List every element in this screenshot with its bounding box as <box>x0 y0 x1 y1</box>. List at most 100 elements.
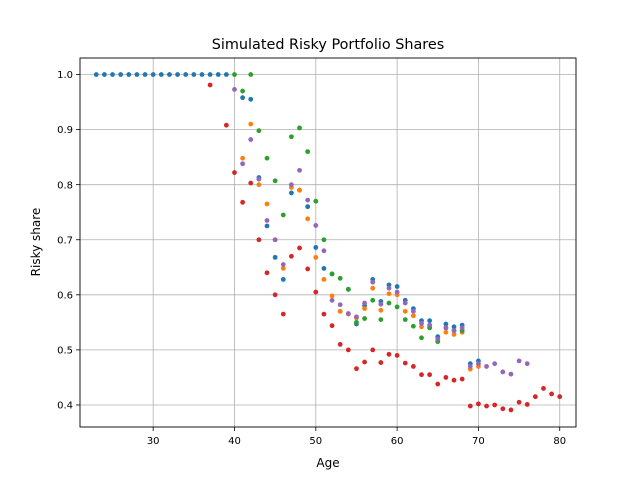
data-point-series-5 <box>280 262 286 267</box>
chart-title: Simulated Risky Portfolio Shares <box>212 37 445 53</box>
data-point-series-1 <box>134 72 140 77</box>
data-point-series-1 <box>240 95 246 101</box>
data-point-series-2 <box>402 308 408 314</box>
data-point-series-4 <box>256 237 262 243</box>
y-tick-label: 0.8 <box>57 180 73 191</box>
data-point-series-3 <box>402 317 408 323</box>
data-point-series-1 <box>101 72 107 77</box>
data-point-series-3 <box>362 316 367 321</box>
data-point-series-5 <box>394 289 400 295</box>
data-point-series-4 <box>232 170 237 175</box>
data-point-series-5 <box>451 328 457 334</box>
data-point-series-5 <box>484 364 489 369</box>
data-point-series-1 <box>280 277 286 282</box>
data-point-series-2 <box>240 155 246 161</box>
data-point-series-2 <box>329 293 335 299</box>
data-point-series-1 <box>386 282 392 288</box>
data-point-series-4 <box>484 403 489 409</box>
data-point-series-1 <box>150 72 156 77</box>
data-point-series-2 <box>443 329 449 335</box>
y-axis-label: Risky share <box>29 208 43 277</box>
data-point-series-3 <box>345 286 351 292</box>
data-point-series-5 <box>329 297 335 303</box>
data-point-series-4 <box>354 366 359 372</box>
data-point-series-4 <box>337 341 343 347</box>
data-point-series-4 <box>532 394 538 400</box>
data-point-series-3 <box>313 198 319 204</box>
y-tick-label: 0.7 <box>57 235 73 246</box>
data-point-series-3 <box>337 275 343 281</box>
data-point-series-5 <box>305 197 311 203</box>
data-point-series-2 <box>410 313 416 319</box>
data-point-series-1 <box>158 72 164 77</box>
data-point-series-2 <box>378 307 384 313</box>
data-point-series-4 <box>410 364 416 369</box>
data-point-series-5 <box>410 308 416 314</box>
data-point-series-3 <box>370 297 376 303</box>
data-point-series-3 <box>232 72 237 77</box>
y-tick-label: 0.9 <box>57 125 73 136</box>
data-point-series-4 <box>435 381 441 387</box>
data-point-series-1 <box>451 324 457 330</box>
x-tick-label: 50 <box>309 436 322 447</box>
data-point-series-3 <box>329 271 335 277</box>
axis-ticks: 30 40 50 60 70 80 0.4 0.5 0.6 0.7 0.8 0.9 1.0 <box>57 70 566 447</box>
data-point-series-5 <box>240 161 246 167</box>
data-point-series-5 <box>272 237 278 243</box>
data-point-series-1 <box>142 72 148 77</box>
data-point-series-5 <box>362 300 367 306</box>
data-point-series-2 <box>248 121 254 127</box>
x-tick-label: 60 <box>391 436 404 447</box>
data-point-series-2 <box>362 306 367 311</box>
data-point-series-1 <box>175 72 180 77</box>
data-point-series-4 <box>467 403 473 409</box>
x-tick-label: 30 <box>147 436 160 447</box>
data-point-series-3 <box>272 178 278 184</box>
data-point-series-2 <box>297 187 302 193</box>
data-point-series-4 <box>443 375 449 380</box>
data-point-series-1 <box>191 72 197 77</box>
data-point-series-4 <box>280 311 286 317</box>
data-point-series-1 <box>289 190 294 196</box>
data-point-series-4 <box>305 266 311 272</box>
data-point-series-2 <box>386 291 392 297</box>
data-point-series-3 <box>394 304 400 310</box>
data-point-series-4 <box>394 353 400 358</box>
data-point-series-4 <box>541 386 546 391</box>
data-point-series-5 <box>378 301 384 307</box>
data-point-series-2 <box>280 265 286 271</box>
data-point-series-5 <box>467 364 473 369</box>
data-point-series-2 <box>337 308 343 314</box>
data-point-series-4 <box>402 360 408 366</box>
data-point-series-3 <box>305 149 311 155</box>
data-point-series-3 <box>248 72 254 77</box>
data-point-series-3 <box>378 317 384 323</box>
data-point-series-5 <box>427 322 433 328</box>
data-point-series-1 <box>183 72 189 77</box>
data-point-series-1 <box>126 72 132 77</box>
y-tick-label: 0.5 <box>57 345 73 356</box>
data-point-series-4 <box>549 391 555 397</box>
data-point-series-4 <box>272 292 278 298</box>
data-point-series-1 <box>313 245 319 250</box>
data-point-series-4 <box>370 347 376 353</box>
data-point-series-1 <box>264 223 270 229</box>
data-point-series-5 <box>508 371 514 377</box>
data-point-series-3 <box>410 323 416 329</box>
data-point-series-4 <box>362 359 367 365</box>
data-point-series-3 <box>419 335 424 341</box>
data-point-series-1 <box>394 284 400 289</box>
x-tick-label: 70 <box>472 436 485 447</box>
data-point-series-4 <box>476 401 481 407</box>
data-point-series-1 <box>321 265 327 271</box>
y-tick-label: 1.0 <box>57 70 73 81</box>
data-point-series-3 <box>280 212 286 218</box>
data-point-series-2 <box>451 332 457 337</box>
data-point-series-5 <box>321 248 327 254</box>
data-point-series-4 <box>524 402 530 407</box>
data-point-series-4 <box>345 347 351 353</box>
data-point-series-2 <box>419 324 424 330</box>
data-point-series-4 <box>289 253 294 259</box>
data-point-series-3 <box>297 125 302 131</box>
data-point-series-5 <box>435 336 441 342</box>
